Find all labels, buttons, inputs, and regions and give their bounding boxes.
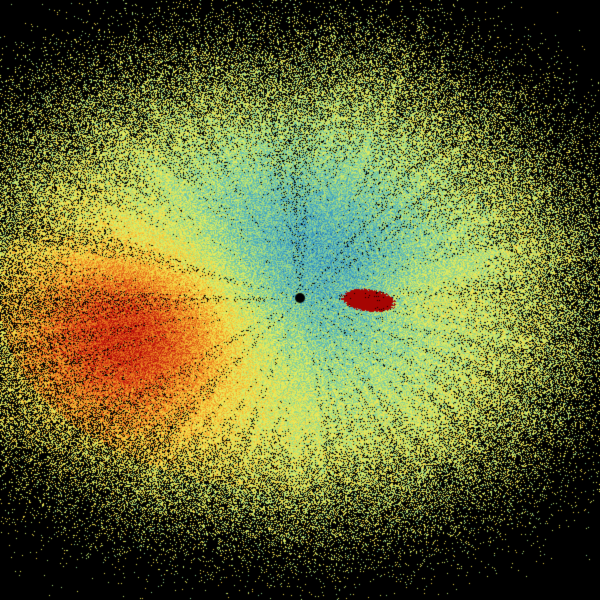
radar-image [0, 0, 600, 600]
radar-sweep-canvas [0, 0, 600, 600]
